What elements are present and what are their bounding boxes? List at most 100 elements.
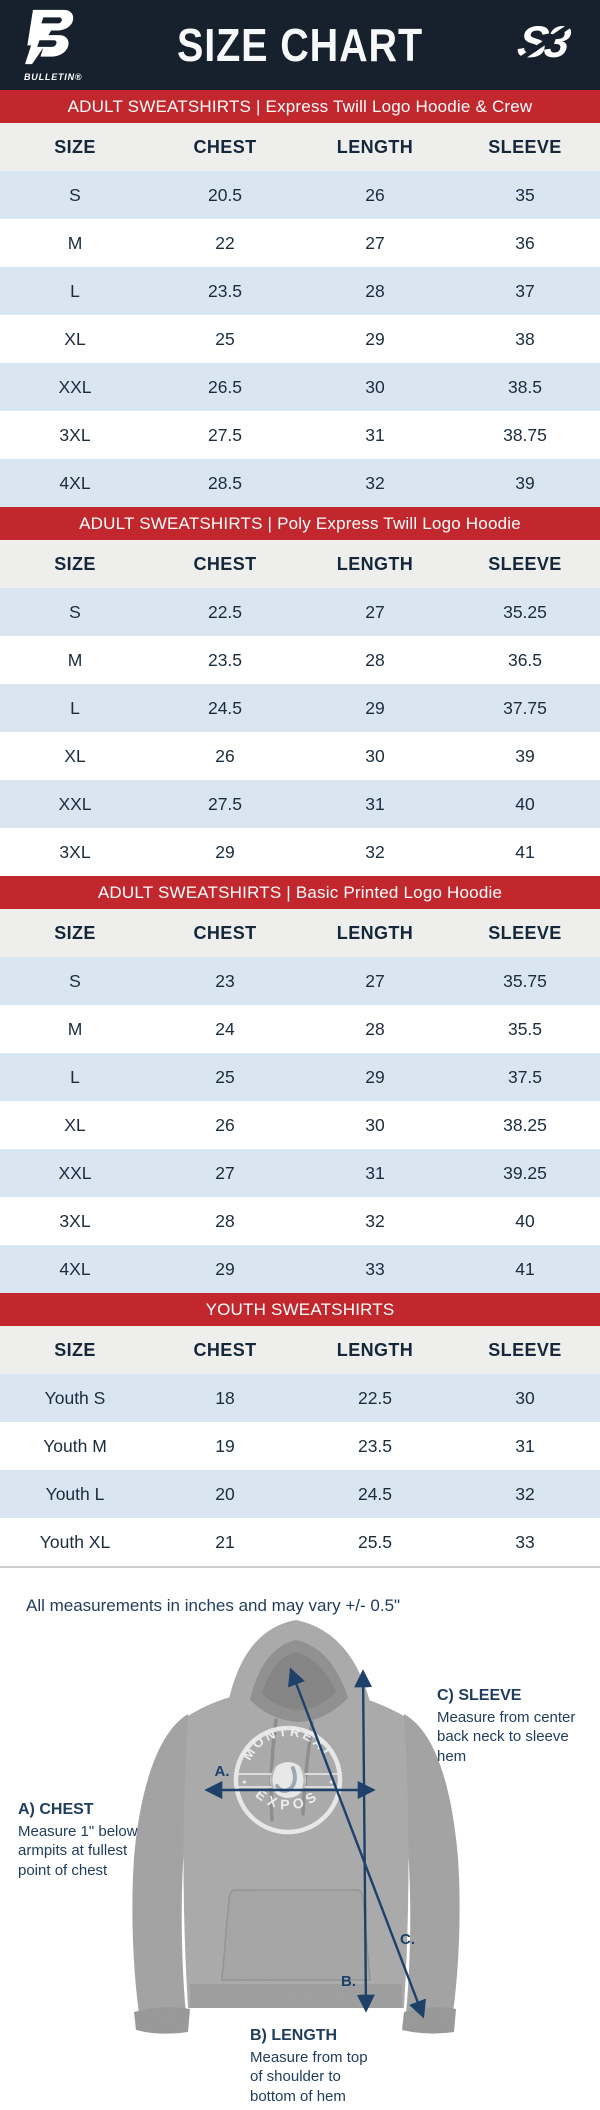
table-row: 3XL 27.5 31 38.75: [0, 411, 600, 459]
table-cell: XXL: [58, 793, 92, 814]
table-row: M 24 28 35.5: [0, 1005, 600, 1053]
table-cell: 28: [365, 280, 385, 301]
table-cell: 27.5: [207, 424, 243, 445]
table-cell: 38.75: [503, 424, 547, 445]
chest-label: A) CHEST Measure 1" below armpits at ful…: [18, 1800, 140, 1880]
length-label-title: B) LENGTH: [250, 2027, 338, 2044]
table-cell: 22.5: [357, 1387, 393, 1408]
table-cell: 40: [515, 793, 535, 814]
table-cell: Youth L: [45, 1483, 105, 1504]
table-cell: 4XL: [59, 472, 91, 493]
table-cell: 27: [215, 1162, 235, 1183]
table-cell: 30: [365, 1114, 385, 1135]
tables: ADULT SWEATSHIRTS | Express Twill Logo H…: [0, 90, 600, 1566]
table-cell: 32: [365, 472, 385, 493]
table-row: Youth L 20 24.5 32: [0, 1470, 600, 1518]
table-cell: 23.5: [357, 1435, 393, 1456]
section-header: YOUTH SWEATSHIRTS: [0, 1293, 600, 1326]
column-header: SLEEVE: [488, 553, 562, 574]
table-cell: 27: [365, 601, 385, 622]
section-header: ADULT SWEATSHIRTS | Express Twill Logo H…: [0, 90, 600, 123]
column-header: SLEEVE: [488, 922, 562, 943]
table-cell: Youth S: [44, 1387, 106, 1408]
table-cell: 30: [365, 745, 385, 766]
table-cell: 38: [515, 328, 535, 349]
table-cell: 30: [365, 376, 385, 397]
table-row: L 23.5 28 37: [0, 267, 600, 315]
table-cell: 24.5: [207, 697, 243, 718]
table-cell: Youth M: [43, 1435, 107, 1456]
column-header: LENGTH: [336, 922, 414, 943]
column-header: CHEST: [193, 136, 257, 157]
table-cell: Youth XL: [39, 1531, 111, 1552]
column-header: CHEST: [193, 1339, 257, 1360]
table-cell: 28.5: [207, 472, 243, 493]
table-cell: 30: [515, 1387, 535, 1408]
table-cell: 31: [365, 793, 385, 814]
column-header: CHEST: [193, 553, 257, 574]
chest-label-desc: Measure 1" below armpits at fullest poin…: [18, 1822, 138, 1879]
table-cell: 20: [215, 1483, 235, 1504]
table-cell: 41: [515, 1258, 535, 1279]
table-cell: 37: [515, 280, 535, 301]
table-cell: 28: [365, 1018, 385, 1039]
table-cell: 28: [215, 1210, 235, 1231]
table-cell: 21: [215, 1531, 235, 1552]
length-label: B) LENGTH Measure from top of shoulder t…: [250, 2026, 384, 2106]
arrow-letter-c: C.: [400, 1931, 415, 1948]
table-row: XL 26 30 39: [0, 732, 600, 780]
measurement-arrows: [204, 1667, 426, 2019]
column-header: SIZE: [54, 553, 96, 574]
sleeve-label: C) SLEEVE Measure from center back neck …: [437, 1686, 599, 1766]
table-cell: M: [67, 649, 83, 670]
table-row: 3XL 29 32 41: [0, 828, 600, 876]
sleeve-label-desc: Measure from center back neck to sleeve …: [437, 1708, 576, 1765]
sb-mark-icon: S3: [514, 17, 580, 67]
bulletin-logo: BULLETIN®: [16, 8, 100, 82]
table-cell: L: [70, 280, 80, 301]
chest-label-title: A) CHEST: [18, 1801, 94, 1818]
table-cell: XL: [64, 745, 86, 766]
table-cell: 32: [365, 1210, 385, 1231]
table-cell: L: [70, 1066, 80, 1087]
column-header: LENGTH: [336, 553, 414, 574]
table-cell: 24: [215, 1018, 235, 1039]
page-title: SIZE CHART: [177, 19, 423, 71]
table-cell: 40: [515, 1210, 535, 1231]
table-row: L 24.5 29 37.75: [0, 684, 600, 732]
table-cell: 37.5: [507, 1066, 543, 1087]
arrow-letter-a: A.: [215, 1763, 230, 1780]
column-header: SLEEVE: [488, 136, 562, 157]
table-cell: XL: [64, 328, 86, 349]
table-row: Youth M 19 23.5 31: [0, 1422, 600, 1470]
table-row: L 25 29 37.5: [0, 1053, 600, 1101]
table-cell: 39.25: [503, 1162, 547, 1183]
table-cell: 31: [365, 424, 385, 445]
table-cell: 36: [515, 232, 535, 253]
table-cell: 29: [215, 841, 235, 862]
table-row: S 20.5 26 35: [0, 171, 600, 219]
section-header: ADULT SWEATSHIRTS | Basic Printed Logo H…: [0, 876, 600, 909]
table-cell: 37.75: [503, 697, 547, 718]
column-header: CHEST: [193, 922, 257, 943]
table-cell: 41: [515, 841, 535, 862]
table-cell: XXL: [58, 1162, 92, 1183]
table-cell: 25: [215, 1066, 235, 1087]
table-cell: 23: [215, 970, 235, 991]
column-header: SIZE: [54, 136, 96, 157]
measurement-note: All measurements in inches and may vary …: [26, 1596, 401, 1615]
table-cell: 39: [515, 745, 535, 766]
size-table: SIZE CHEST LENGTH SLEEVE S 20.5 26 35 M 22 27 36 L 23…: [0, 123, 600, 507]
table-cell: 29: [365, 697, 385, 718]
header: BULLETIN® SIZE CHART S3: [0, 0, 600, 90]
table-cell: 3XL: [59, 841, 91, 862]
column-header: LENGTH: [336, 136, 414, 157]
table-cell: S: [69, 184, 81, 205]
table-cell: S: [69, 970, 81, 991]
table-cell: 19: [215, 1435, 235, 1456]
table-cell: 3XL: [59, 1210, 91, 1231]
table-cell: 4XL: [59, 1258, 91, 1279]
table-row: S 23 27 35.75: [0, 957, 600, 1005]
table-cell: 32: [365, 841, 385, 862]
table-cell: 35.5: [507, 1018, 543, 1039]
